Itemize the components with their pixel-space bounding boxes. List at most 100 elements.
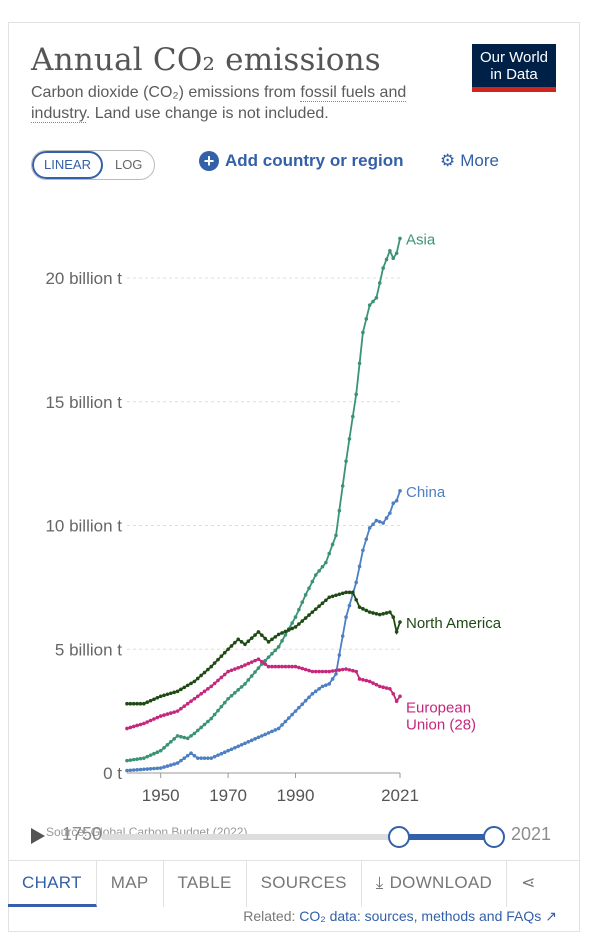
linear-scale-button[interactable]: LINEAR [32, 151, 103, 179]
data-point [249, 660, 254, 664]
timeline-track[interactable] [101, 826, 505, 848]
data-point [327, 595, 332, 600]
data-point [351, 414, 355, 419]
data-point [233, 640, 237, 645]
tab-table[interactable]: TABLE [164, 861, 247, 907]
timeline-start-year: 1750 [62, 824, 103, 844]
plus-icon: + [199, 151, 219, 171]
data-point [357, 677, 362, 681]
data-point [377, 684, 382, 689]
data-point [283, 664, 288, 669]
data-point [394, 699, 399, 704]
data-point [249, 738, 254, 743]
data-point [152, 717, 156, 721]
data-point [371, 611, 375, 615]
data-point [391, 256, 396, 260]
more-button[interactable]: ⚙ More [440, 151, 499, 171]
share-icon[interactable]: ⋖ [521, 873, 536, 892]
data-point [169, 763, 173, 767]
data-point [273, 635, 278, 639]
data-point [145, 767, 150, 771]
data-point [179, 687, 183, 692]
data-point [361, 330, 365, 335]
data-point [226, 669, 230, 674]
data-point [290, 626, 294, 631]
data-point [128, 725, 133, 730]
timeline-end-handle[interactable] [483, 826, 505, 848]
data-point [195, 756, 200, 760]
data-point [125, 701, 129, 706]
data-point [280, 631, 284, 635]
gear-icon: ⚙ [440, 151, 456, 170]
data-point [135, 757, 139, 761]
data-point [351, 590, 355, 595]
tab-sources[interactable]: SOURCES [247, 861, 362, 907]
data-point [175, 709, 180, 713]
data-point [388, 687, 392, 691]
data-point [236, 637, 241, 642]
data-point [175, 734, 180, 738]
data-point [152, 766, 156, 771]
data-point [374, 611, 379, 616]
data-point [152, 751, 156, 756]
data-point [384, 516, 389, 520]
data-point [128, 768, 133, 773]
data-point [361, 607, 365, 611]
data-point [293, 709, 298, 713]
data-point [243, 741, 247, 746]
data-point [290, 712, 294, 717]
timeline-start-handle[interactable] [388, 826, 410, 848]
data-point [276, 664, 281, 669]
related-faq-link[interactable]: CO₂ data: sources, methods and FAQs [299, 908, 542, 924]
series-line [126, 490, 401, 772]
data-point [249, 636, 254, 640]
scale-toggle: LINEAR LOG [31, 150, 156, 180]
data-point [135, 767, 139, 772]
data-point [185, 736, 190, 741]
data-point [367, 526, 372, 530]
data-point [182, 704, 187, 708]
play-icon[interactable] [31, 828, 45, 844]
data-point [165, 692, 170, 697]
tab-download[interactable]: ⤓ DOWNLOAD [362, 861, 508, 907]
owid-logo[interactable]: Our World in Data [472, 44, 556, 92]
data-point [233, 745, 237, 750]
data-point [155, 715, 160, 720]
data-point [138, 756, 143, 761]
data-point [148, 766, 153, 771]
logo-line1: Our World [479, 49, 549, 66]
data-point [280, 639, 284, 643]
data-point [286, 628, 291, 632]
data-point [162, 693, 166, 698]
data-point [324, 683, 328, 687]
line-chart: 0 t 5 billion t 10 billion t 15 billion t 20… [45, 231, 502, 805]
y-tick-label: 0 t [103, 764, 122, 783]
data-point [219, 751, 224, 756]
external-link-icon: ↗ [545, 908, 557, 924]
data-point [374, 518, 379, 523]
series-label-line: Asia [406, 231, 436, 248]
series-label: North America [406, 615, 502, 632]
data-point [199, 756, 203, 760]
data-point [219, 704, 224, 709]
data-point [145, 754, 150, 759]
data-point [260, 633, 264, 638]
data-point [169, 711, 173, 715]
tab-map[interactable]: MAP [97, 861, 164, 907]
fossil-fuels-link[interactable]: fossil fuels and industry [31, 84, 407, 123]
data-point [142, 721, 146, 726]
data-point [334, 533, 338, 538]
data-point [283, 719, 288, 724]
data-point [216, 657, 220, 662]
data-point [253, 670, 257, 674]
data-point [195, 694, 200, 699]
data-point [131, 701, 136, 706]
data-point [138, 722, 143, 727]
data-point [307, 613, 311, 617]
add-country-button[interactable]: + Add country or region [199, 151, 404, 171]
data-point [286, 716, 291, 720]
log-scale-button[interactable]: LOG [114, 157, 143, 172]
data-point [310, 610, 315, 614]
tab-chart[interactable]: CHART [8, 861, 97, 907]
data-point [253, 633, 257, 637]
